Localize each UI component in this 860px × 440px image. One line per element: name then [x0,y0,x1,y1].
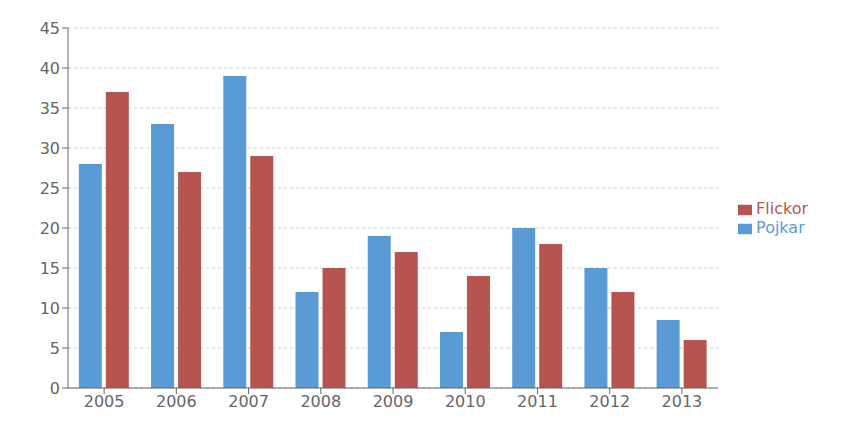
html-text:Pojkar: Pojkar [756,218,805,237]
svg-text:20: 20 [40,219,60,238]
svg-text:2005: 2005 [84,392,125,411]
html-text:Flickor: Flickor [756,199,808,218]
svg-text:2008: 2008 [300,392,341,411]
svg-text:5: 5 [50,339,60,358]
svg-text:35: 35 [40,99,60,118]
svg-text:15: 15 [40,259,60,278]
svg-text:2012: 2012 [589,392,630,411]
svg-text:25: 25 [40,179,60,198]
svg-text:40: 40 [40,59,60,78]
svg-text:2013: 2013 [662,392,703,411]
svg-text:2007: 2007 [228,392,269,411]
svg-text:45: 45 [40,19,60,38]
svg-text:10: 10 [40,299,60,318]
svg-text:2010: 2010 [445,392,486,411]
svg-text:30: 30 [40,139,60,158]
svg-text:2011: 2011 [517,392,558,411]
svg-text:2006: 2006 [156,392,197,411]
svg-text:0: 0 [50,379,60,398]
svg-text:2009: 2009 [373,392,414,411]
